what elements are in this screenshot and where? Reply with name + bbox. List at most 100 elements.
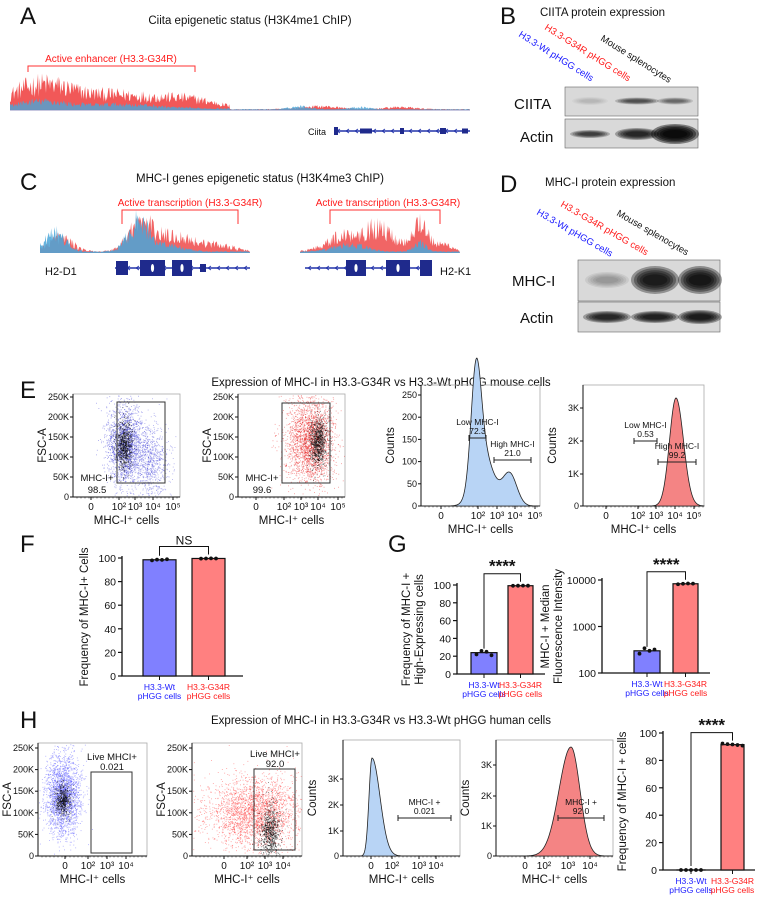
event-dot bbox=[298, 418, 299, 420]
event-dot bbox=[133, 424, 135, 426]
event-dot bbox=[331, 449, 333, 451]
event-dot bbox=[135, 449, 136, 450]
event-dot bbox=[117, 420, 119, 421]
transcription-bracket bbox=[121, 209, 239, 224]
event-dot bbox=[125, 440, 127, 442]
event-dot bbox=[126, 427, 128, 429]
strand-arrow-icon bbox=[408, 128, 413, 134]
event-dot bbox=[148, 460, 150, 462]
event-dot bbox=[158, 487, 160, 489]
event-dot bbox=[146, 488, 148, 490]
event-dot bbox=[305, 405, 306, 406]
event-dot bbox=[141, 422, 142, 424]
event-dot bbox=[138, 465, 139, 466]
event-dot bbox=[132, 410, 134, 412]
event-dot bbox=[331, 406, 333, 408]
event-dot bbox=[123, 436, 125, 438]
event-dot bbox=[128, 448, 130, 450]
event-dot bbox=[132, 423, 134, 424]
band bbox=[585, 311, 629, 323]
event-dot bbox=[172, 479, 173, 480]
event-dot bbox=[308, 401, 310, 403]
event-dot bbox=[303, 419, 305, 421]
event-dot bbox=[292, 448, 294, 450]
event-dot bbox=[122, 449, 124, 450]
event-dot bbox=[149, 474, 151, 475]
event-dot bbox=[331, 418, 332, 420]
event-dot bbox=[147, 475, 149, 477]
event-dot bbox=[155, 471, 157, 473]
event-dot bbox=[148, 457, 150, 459]
event-dot bbox=[139, 426, 141, 428]
event-dot bbox=[127, 426, 129, 428]
event-dot bbox=[124, 469, 125, 471]
event-dot bbox=[124, 400, 125, 402]
event-dot bbox=[121, 426, 122, 428]
event-dot bbox=[135, 426, 137, 428]
event-dot bbox=[156, 452, 158, 454]
event-dot bbox=[159, 460, 161, 461]
event-dot bbox=[157, 491, 159, 493]
event-dot bbox=[129, 468, 130, 469]
event-dot bbox=[293, 473, 295, 474]
event-dot bbox=[125, 478, 127, 479]
event-dot bbox=[115, 431, 117, 433]
chip-track bbox=[10, 73, 470, 111]
event-dot bbox=[131, 464, 133, 466]
event-dot bbox=[296, 448, 298, 450]
event-dot bbox=[318, 404, 320, 405]
event-dot bbox=[100, 439, 101, 440]
exon-mark bbox=[150, 264, 155, 272]
event-dot bbox=[125, 481, 127, 482]
event-dot bbox=[294, 421, 296, 423]
event-dot bbox=[307, 451, 309, 453]
event-dot bbox=[291, 414, 293, 415]
event-dot bbox=[316, 486, 318, 487]
event-dot bbox=[140, 464, 142, 466]
event-dot bbox=[137, 441, 139, 442]
event-dot bbox=[128, 428, 130, 430]
event-dot bbox=[113, 429, 115, 430]
event-dot bbox=[316, 479, 318, 481]
event-dot bbox=[315, 479, 316, 480]
event-dot bbox=[145, 477, 147, 478]
event-dot bbox=[127, 464, 129, 466]
event-dot bbox=[124, 470, 126, 471]
event-dot bbox=[162, 475, 164, 477]
event-dot bbox=[302, 417, 304, 419]
event-dot bbox=[119, 427, 121, 428]
event-dot bbox=[135, 437, 137, 439]
event-dot bbox=[127, 444, 129, 446]
event-dot bbox=[148, 484, 150, 486]
event-dot bbox=[122, 422, 123, 424]
event-dot bbox=[119, 479, 120, 481]
event-dot bbox=[130, 436, 132, 438]
event-dot bbox=[129, 463, 130, 465]
event-dot bbox=[122, 421, 124, 423]
event-dot bbox=[302, 412, 304, 414]
event-dot bbox=[160, 490, 162, 492]
event-dot bbox=[126, 471, 128, 473]
event-dot bbox=[301, 476, 303, 478]
event-dot bbox=[115, 438, 116, 439]
event-dot bbox=[140, 454, 142, 455]
event-dot bbox=[153, 441, 155, 443]
event-dot bbox=[128, 410, 130, 412]
event-dot bbox=[140, 422, 142, 424]
event-dot bbox=[293, 452, 295, 453]
event-dot bbox=[312, 396, 314, 398]
event-dot bbox=[126, 438, 128, 440]
event-dot bbox=[144, 434, 146, 436]
event-dot bbox=[146, 473, 147, 475]
event-dot bbox=[117, 433, 119, 435]
event-dot bbox=[126, 426, 128, 428]
event-dot bbox=[121, 454, 123, 456]
event-dot bbox=[136, 407, 138, 408]
event-dot bbox=[120, 448, 121, 450]
event-dot bbox=[315, 414, 317, 416]
event-dot bbox=[145, 450, 146, 452]
event-dot bbox=[111, 436, 113, 438]
event-dot bbox=[131, 447, 133, 449]
event-dot bbox=[139, 456, 141, 458]
event-dot bbox=[161, 438, 163, 440]
